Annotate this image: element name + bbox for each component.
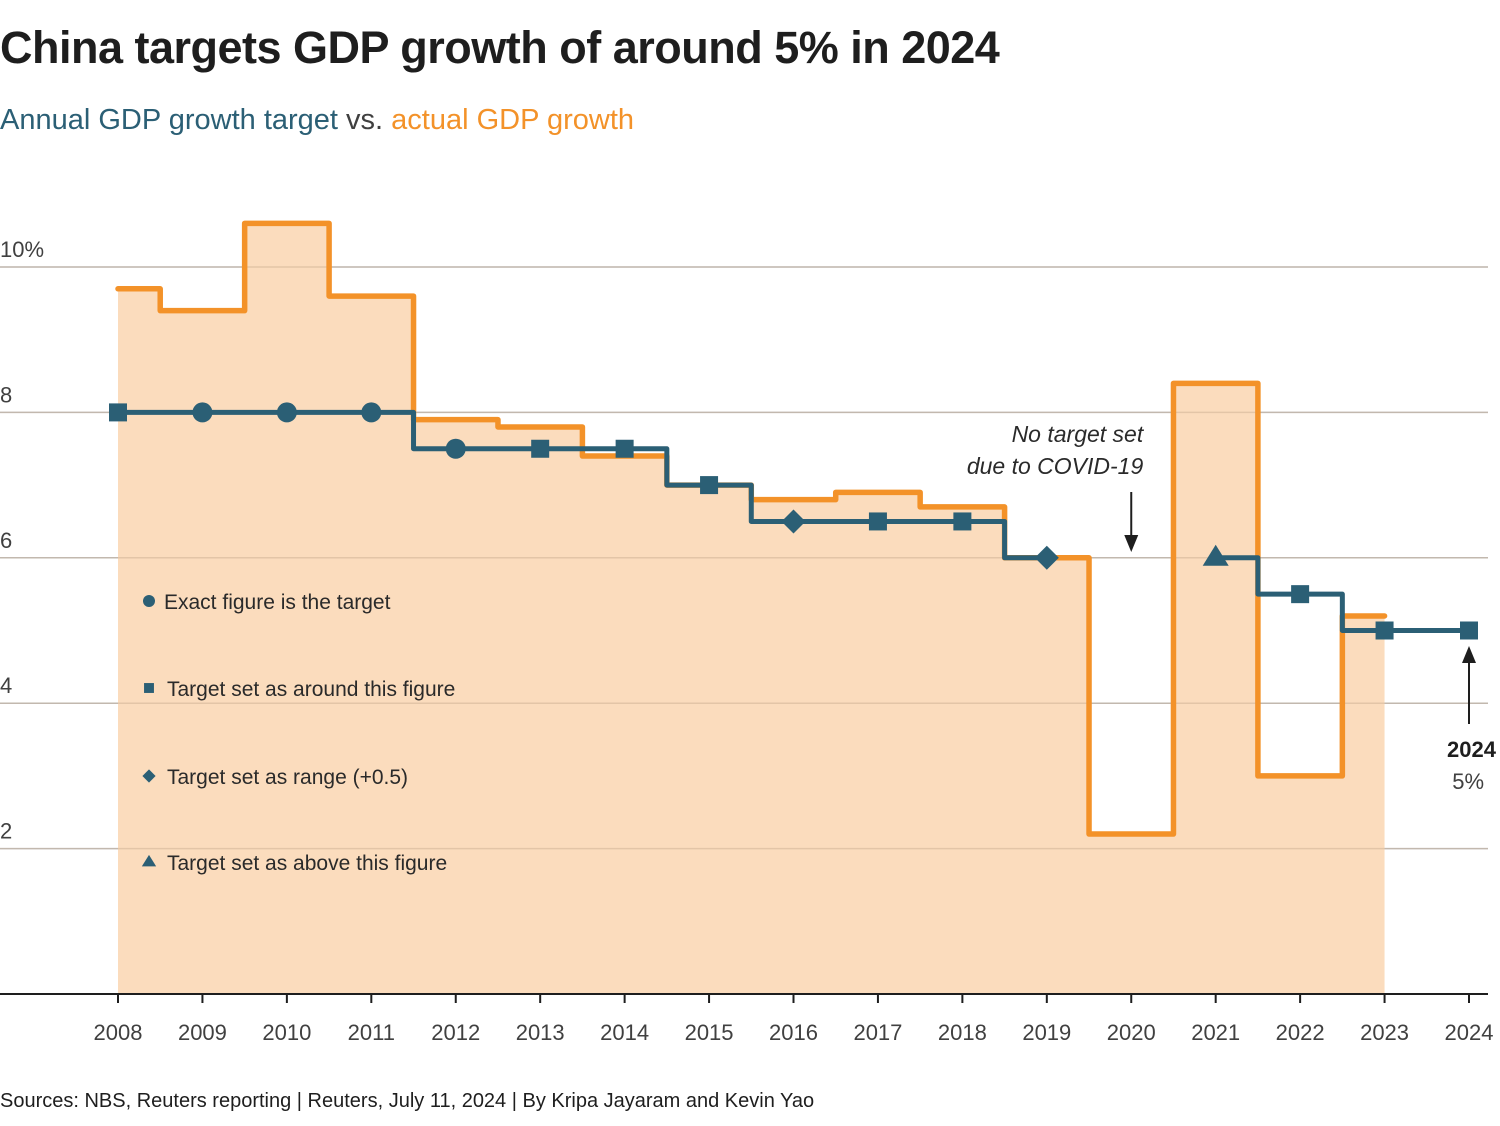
arrow-down-icon <box>1124 535 1139 552</box>
legend: Exact figure is the target Target set as … <box>141 591 455 875</box>
marker-circle <box>143 595 155 607</box>
chart-title: China targets GDP growth of around 5% in… <box>0 22 1000 73</box>
marker-square <box>531 439 550 458</box>
marker-square <box>953 512 972 531</box>
covid-annotation-text: No target set <box>1012 421 1145 447</box>
chart-subtitle: Annual GDP growth target vs. actual GDP … <box>0 104 634 137</box>
marker-square <box>700 476 719 495</box>
marker-square <box>109 403 127 422</box>
actual-area-fill <box>118 223 1385 994</box>
marker-diamond <box>1034 545 1059 570</box>
subtitle-actual: actual GDP growth <box>391 104 635 136</box>
subtitle-vs: vs. <box>338 104 392 136</box>
target-line-layer <box>109 402 1478 640</box>
marker-circle <box>192 402 213 423</box>
x-tick-label: 2022 <box>1276 1020 1325 1045</box>
x-tick-label: 2012 <box>431 1020 480 1045</box>
marker-circle <box>445 438 466 459</box>
x-tick-label: 2023 <box>1360 1020 1409 1045</box>
marker-square <box>1460 621 1478 640</box>
subtitle-target: Annual GDP growth target <box>0 104 338 136</box>
legend-label: Target set as range (+0.5) <box>167 766 408 789</box>
marker-circle <box>276 402 297 423</box>
marker-diamond <box>142 769 156 783</box>
x-tick-label: 2013 <box>516 1020 565 1045</box>
y-tick-label: 10% <box>0 237 44 262</box>
annotations: No target set due to COVID-19 2024 5% <box>967 421 1497 794</box>
x-tick-label: 2019 <box>1022 1020 1071 1045</box>
source-footer: Sources: NBS, Reuters reporting | Reuter… <box>0 1090 815 1112</box>
x-tick-label: 2018 <box>938 1020 987 1045</box>
x-tick-label: 2016 <box>769 1020 818 1045</box>
y-tick-label: 2 <box>0 819 12 844</box>
x-tick-label: 2008 <box>94 1020 143 1045</box>
x-tick-label: 2017 <box>853 1020 902 1045</box>
marker-triangle <box>1202 544 1229 566</box>
arrow-up-icon <box>1462 646 1476 663</box>
actual-area <box>118 223 1385 994</box>
x-tick-label: 2014 <box>600 1020 649 1045</box>
x-tick-label: 2009 <box>178 1020 227 1045</box>
marker-diamond <box>781 509 806 534</box>
target-step-line <box>1215 555 1469 633</box>
y-tick-label: 4 <box>0 673 12 698</box>
marker-square <box>144 683 154 693</box>
x-tick-label: 2024 <box>1445 1020 1494 1045</box>
x-tick-label: 2015 <box>685 1020 734 1045</box>
marker-triangle <box>141 854 157 867</box>
marker-square <box>1375 621 1394 640</box>
target-step-line <box>118 409 1047 561</box>
marker-square <box>868 512 887 531</box>
y-tick-label: 8 <box>0 382 12 407</box>
marker-square <box>1291 585 1310 604</box>
x-tick-label: 2010 <box>262 1020 311 1045</box>
x-tick-label: 2011 <box>348 1020 395 1045</box>
legend-label: Target set as around this figure <box>167 678 455 701</box>
legend-label: Exact figure is the target <box>164 591 391 614</box>
x-axis: 2008 2009 2010 2011 2012 2013 2014 2015 2016 2017… <box>0 993 1494 1045</box>
y2024-value-label: 5% <box>1452 769 1484 794</box>
marker-square <box>615 439 634 458</box>
marker-circle <box>361 402 382 423</box>
x-tick-label: 2020 <box>1107 1020 1156 1045</box>
y2024-label: 2024 <box>1447 737 1497 762</box>
legend-label: Target set as above this figure <box>167 852 447 875</box>
covid-annotation-text: due to COVID-19 <box>967 453 1144 479</box>
x-tick-label: 2021 <box>1191 1020 1240 1045</box>
y-tick-label: 6 <box>0 528 12 553</box>
